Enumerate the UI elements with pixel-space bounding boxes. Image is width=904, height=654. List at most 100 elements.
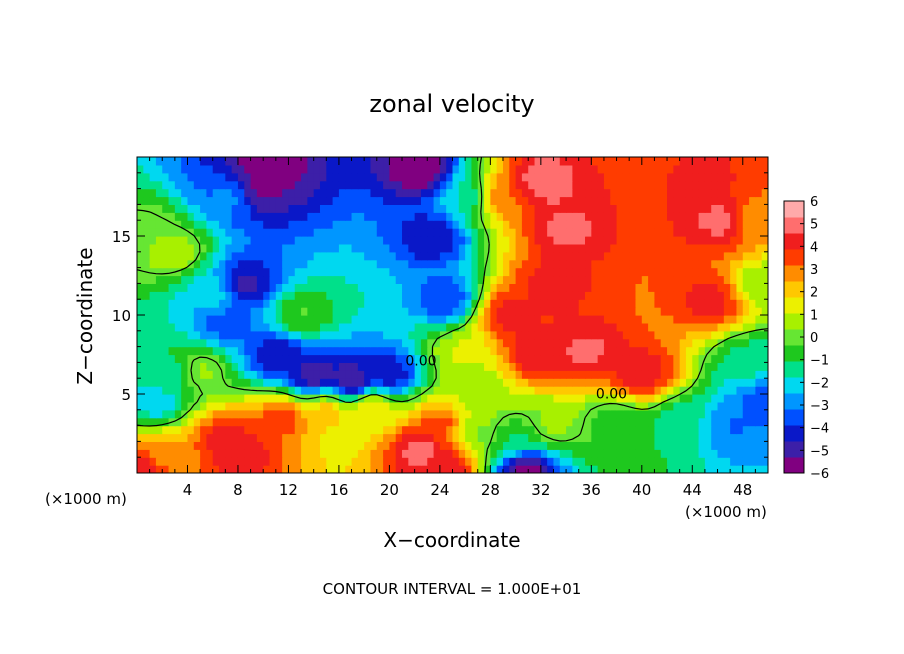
field-cell <box>212 386 220 395</box>
field-cell <box>755 378 763 387</box>
field-cell <box>364 338 372 348</box>
field-cell <box>591 267 599 277</box>
field-cell <box>313 315 321 324</box>
field-cell <box>364 212 372 221</box>
field-cell <box>332 378 340 387</box>
field-cell <box>181 299 189 308</box>
field-cell <box>174 441 182 450</box>
field-cell <box>465 307 473 316</box>
field-cell <box>313 338 321 348</box>
field-cell <box>578 362 586 371</box>
field-cell <box>465 465 473 473</box>
field-cell <box>515 457 523 466</box>
field-cell <box>610 204 618 213</box>
field-cell <box>502 164 510 174</box>
field-cell <box>168 425 176 435</box>
field-cell <box>648 315 656 324</box>
field-cell <box>237 433 245 442</box>
field-cell <box>566 417 573 427</box>
field-cell <box>206 157 214 166</box>
field-cell <box>219 338 226 348</box>
field-cell <box>162 346 170 356</box>
field-cell <box>736 220 744 229</box>
field-cell <box>174 457 182 466</box>
field-cell <box>383 401 390 411</box>
field-cell <box>698 465 706 473</box>
field-cell <box>458 291 466 300</box>
field-cell <box>364 220 372 229</box>
x-unit-label-left: (×1000 m) <box>45 490 127 508</box>
field-cell <box>319 346 327 356</box>
field-cell <box>761 204 768 213</box>
field-cell <box>534 386 542 395</box>
field-cell <box>452 449 460 458</box>
field-cell <box>225 378 233 387</box>
field-cell <box>465 188 473 198</box>
field-cell <box>629 164 637 174</box>
field-cell <box>566 164 573 174</box>
field-cell <box>521 275 529 284</box>
field-cell <box>761 275 768 284</box>
field-cell <box>742 330 750 340</box>
field-cell <box>143 425 151 435</box>
field-cell <box>742 283 750 292</box>
field-cell <box>181 283 189 292</box>
field-cell <box>597 267 605 277</box>
field-cell <box>521 409 529 419</box>
field-cell <box>761 259 768 269</box>
field-cell <box>313 425 321 435</box>
field-cell <box>193 259 201 269</box>
field-cell <box>301 417 308 427</box>
field-cell <box>673 157 681 166</box>
field-cell <box>553 236 561 245</box>
field-cell <box>477 220 485 229</box>
field-cell <box>301 449 308 458</box>
field-cell <box>168 394 176 403</box>
field-cell <box>414 362 422 371</box>
field-cell <box>193 401 201 411</box>
field-cell <box>244 433 252 442</box>
field-cell <box>376 307 384 316</box>
field-cell <box>338 465 346 473</box>
field-cell <box>389 188 397 198</box>
field-cell <box>736 409 744 419</box>
field-cell <box>704 164 712 174</box>
field-cell <box>698 180 706 190</box>
field-cell <box>528 275 536 284</box>
field-cell <box>193 267 201 277</box>
field-cell <box>471 180 479 190</box>
field-cell <box>585 172 592 182</box>
field-cell <box>547 394 555 403</box>
field-cell <box>698 243 706 253</box>
field-cell <box>219 378 226 387</box>
field-cell <box>477 401 485 411</box>
field-cell <box>149 449 157 458</box>
field-cell <box>250 259 258 269</box>
field-cell <box>616 299 624 308</box>
field-cell <box>414 322 422 332</box>
field-cell <box>376 401 384 411</box>
field-cell <box>685 378 693 387</box>
field-cell <box>301 299 308 308</box>
field-cell <box>603 204 611 213</box>
field-cell <box>376 338 384 348</box>
field-cell <box>326 315 334 324</box>
field-cell <box>338 441 346 450</box>
field-cell <box>578 172 586 182</box>
field-cell <box>332 251 340 261</box>
field-cell <box>603 251 611 261</box>
field-cell <box>269 164 277 174</box>
field-cell <box>597 394 605 403</box>
field-cell <box>566 275 573 284</box>
field-cell <box>187 441 195 450</box>
field-cell <box>515 172 523 182</box>
field-cell <box>269 441 277 450</box>
field-cell <box>755 267 763 277</box>
field-cell <box>698 196 706 205</box>
field-cell <box>553 196 561 205</box>
field-cell <box>433 394 441 403</box>
x-tick-label: 16 <box>329 481 348 499</box>
field-cell <box>187 378 195 387</box>
field-cell <box>193 157 201 166</box>
field-cell <box>755 196 763 205</box>
